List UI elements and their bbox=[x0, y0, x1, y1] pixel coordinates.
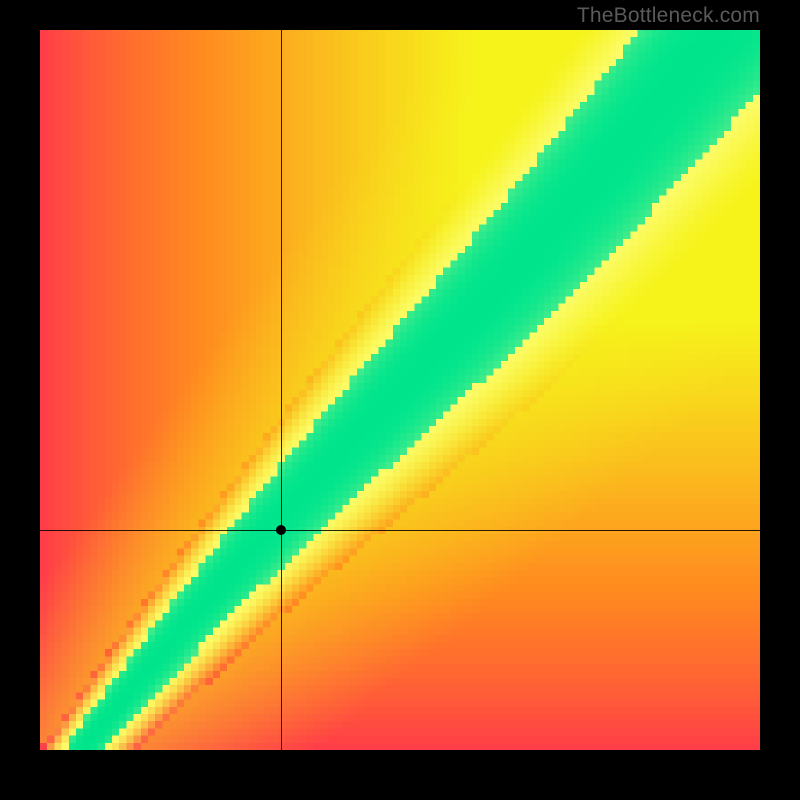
chart-frame: { "watermark": { "text": "TheBottleneck.… bbox=[0, 0, 800, 800]
watermark-text: TheBottleneck.com bbox=[577, 4, 760, 28]
heatmap-canvas bbox=[40, 30, 760, 750]
plot-area bbox=[40, 30, 760, 750]
